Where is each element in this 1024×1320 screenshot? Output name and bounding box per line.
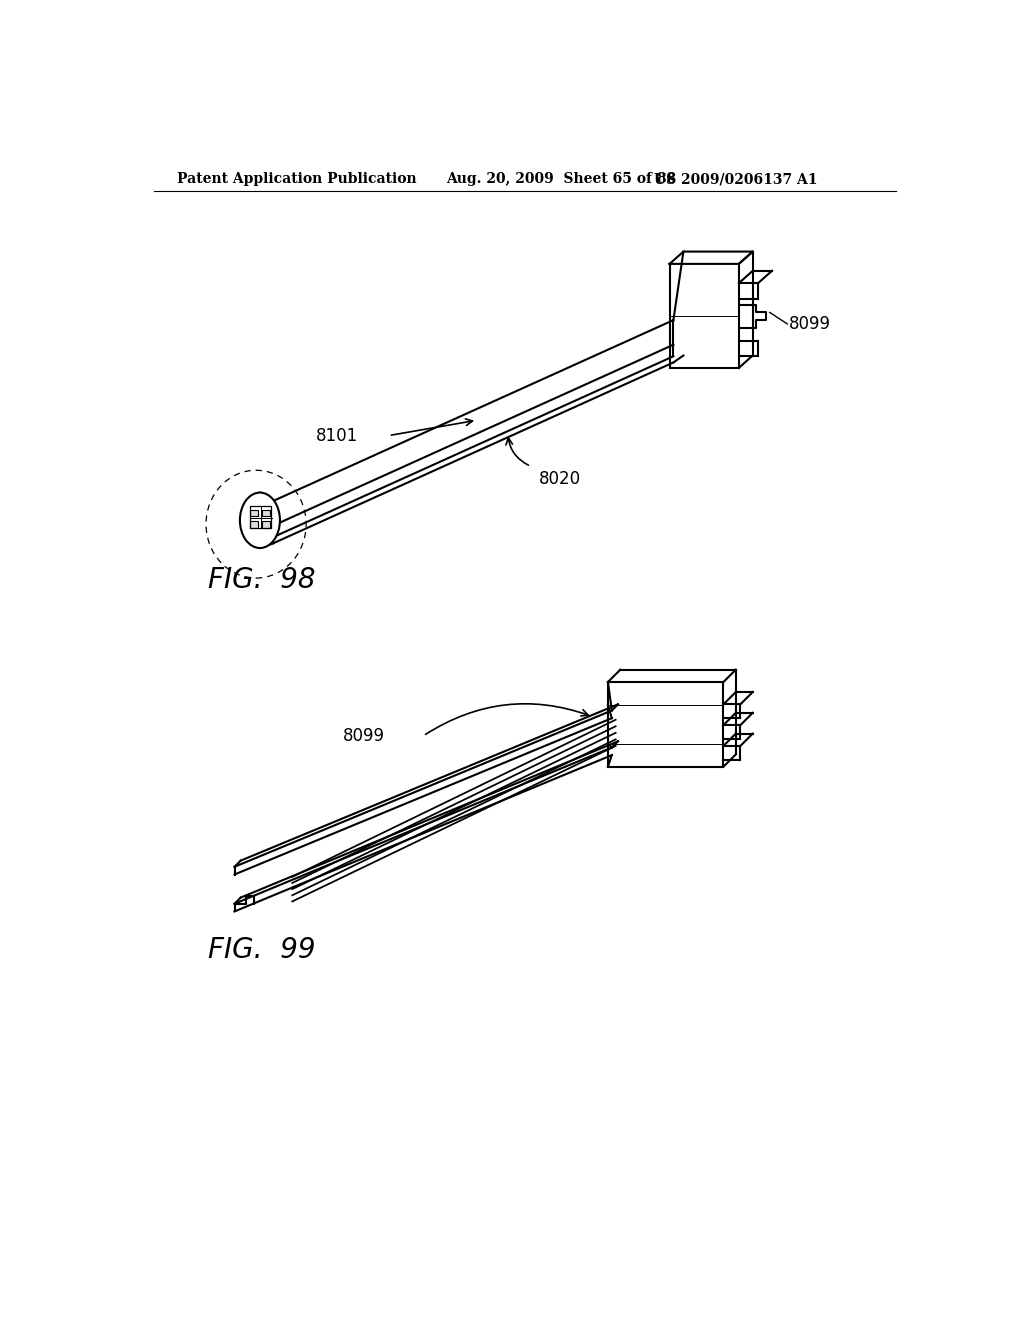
Text: 8099: 8099 (343, 727, 385, 744)
Text: FIG.  99: FIG. 99 (208, 936, 315, 964)
Text: 8020: 8020 (539, 470, 581, 488)
Bar (250, 521, 258, 528)
Text: Patent Application Publication: Patent Application Publication (177, 172, 417, 186)
Bar (250, 507, 271, 528)
Text: US 2009/0206137 A1: US 2009/0206137 A1 (654, 172, 817, 186)
Bar (250, 510, 258, 516)
Text: Aug. 20, 2009  Sheet 65 of 88: Aug. 20, 2009 Sheet 65 of 88 (446, 172, 677, 186)
Ellipse shape (240, 492, 280, 548)
Text: 8101: 8101 (315, 426, 357, 445)
Bar (262, 521, 270, 528)
Text: 8099: 8099 (788, 315, 830, 333)
Bar (262, 510, 270, 516)
Text: FIG.  98: FIG. 98 (208, 566, 315, 594)
